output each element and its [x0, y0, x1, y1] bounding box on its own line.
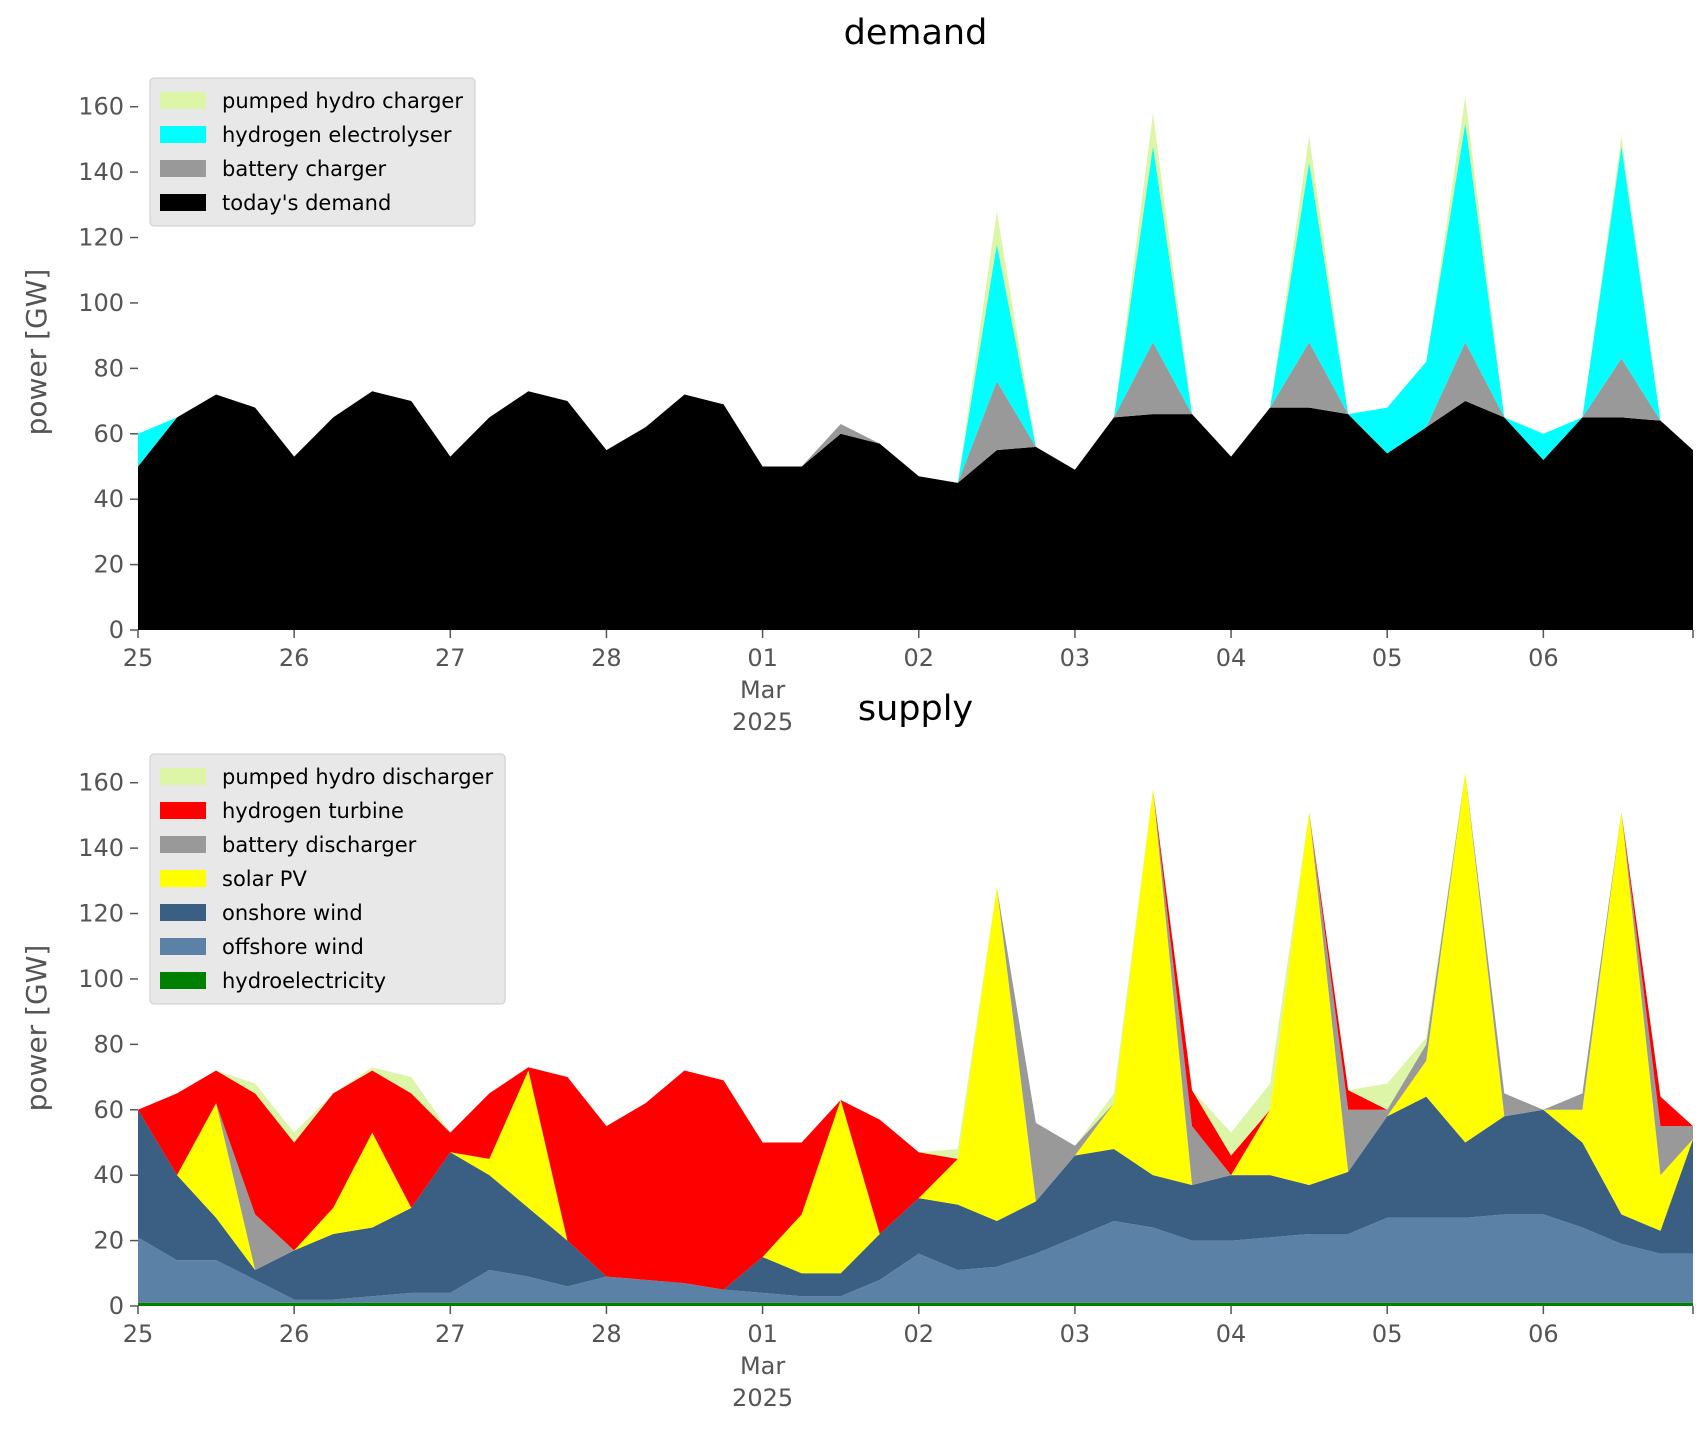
- legend-swatch: [160, 126, 206, 143]
- y-axis-label: power [GW]: [20, 945, 53, 1112]
- area: [138, 391, 1693, 630]
- y-tick-label: 40: [93, 1161, 124, 1189]
- x-tick-label: 05: [1371, 644, 1403, 672]
- legend-box: [149, 77, 476, 227]
- y-axis-label: power [GW]: [20, 269, 53, 436]
- y-tick-label: 60: [93, 1096, 124, 1124]
- legend-label: hydrogen turbine: [222, 799, 404, 823]
- legend-label: solar PV: [222, 867, 307, 891]
- legend-swatch: [160, 870, 206, 887]
- x-tick-label: 01 Mar 2025: [732, 1320, 794, 1412]
- legend-swatch: [160, 938, 206, 955]
- x-tick-label: 25: [122, 644, 154, 672]
- legend-label: pumped hydro discharger: [222, 765, 493, 789]
- legend-swatch: [160, 92, 206, 109]
- legend: pumped hydro discharger hydrogen turbine b…: [149, 753, 506, 1005]
- area: [138, 772, 1693, 1290]
- y-tick-label: 100: [78, 289, 124, 317]
- y-tick-label: 0: [109, 616, 124, 644]
- legend-swatch: [160, 972, 206, 989]
- y-tick-label: 120: [78, 224, 124, 252]
- y-tick-label: 40: [93, 485, 124, 513]
- area: [138, 1302, 1693, 1306]
- legend-label: onshore wind: [222, 901, 363, 925]
- legend-label: pumped hydro charger: [222, 89, 463, 113]
- legend-label: hydroelectricity: [222, 969, 386, 993]
- x-tick-label: 06: [1528, 644, 1559, 672]
- legend-label: battery discharger: [222, 833, 417, 857]
- x-tick-label: 03: [1059, 644, 1091, 672]
- y-tick-label: 60: [93, 420, 124, 448]
- x-tick-label: 06: [1528, 1320, 1559, 1348]
- y-tick-label: 160: [78, 93, 124, 121]
- legend-label: offshore wind: [222, 935, 364, 959]
- legend-label: today's demand: [222, 191, 391, 215]
- x-tick-label: 02: [903, 644, 935, 672]
- area: [138, 123, 1693, 483]
- x-tick-label: 04: [1215, 1320, 1247, 1348]
- chart-title: supply: [858, 689, 973, 729]
- x-tick-label: 28: [591, 644, 622, 672]
- x-tick-label: 27: [435, 1320, 466, 1348]
- legend-swatch: [160, 802, 206, 819]
- x-tick-label: 27: [435, 644, 466, 672]
- area: [138, 342, 1693, 483]
- chart-title: demand: [844, 13, 988, 53]
- x-tick-label: 01 Mar 2025: [732, 644, 794, 736]
- y-tick-label: 20: [93, 551, 124, 579]
- area: [138, 1096, 1693, 1300]
- legend-swatch: [160, 904, 206, 921]
- legend-swatch: [160, 160, 206, 177]
- area: [138, 772, 1693, 1290]
- x-tick-label: 28: [591, 1320, 622, 1348]
- y-tick-label: 0: [109, 1292, 124, 1320]
- y-tick-label: 140: [78, 834, 124, 862]
- legend-swatch: [160, 194, 206, 211]
- y-tick-label: 140: [78, 158, 124, 186]
- legend-label: battery charger: [222, 157, 387, 181]
- legend-label: hydrogen electrolyser: [222, 123, 452, 147]
- x-tick-label: 26: [278, 1320, 310, 1348]
- x-tick-label: 04: [1215, 644, 1247, 672]
- y-tick-label: 120: [78, 900, 124, 928]
- y-tick-label: 20: [93, 1227, 124, 1255]
- y-tick-label: 160: [78, 769, 124, 797]
- x-tick-label: 25: [122, 1320, 154, 1348]
- x-tick-label: 03: [1059, 1320, 1091, 1348]
- legend-swatch: [160, 836, 206, 853]
- y-tick-label: 100: [78, 965, 124, 993]
- x-tick-label: 26: [278, 644, 310, 672]
- y-tick-label: 80: [93, 1030, 124, 1058]
- legend-box: [149, 753, 506, 1005]
- area: [138, 1214, 1693, 1303]
- x-tick-label: 02: [903, 1320, 935, 1348]
- legend: pumped hydro charger hydrogen electrolyse…: [149, 77, 476, 227]
- legend-swatch: [160, 768, 206, 785]
- y-tick-label: 80: [93, 354, 124, 382]
- x-tick-label: 05: [1371, 1320, 1403, 1348]
